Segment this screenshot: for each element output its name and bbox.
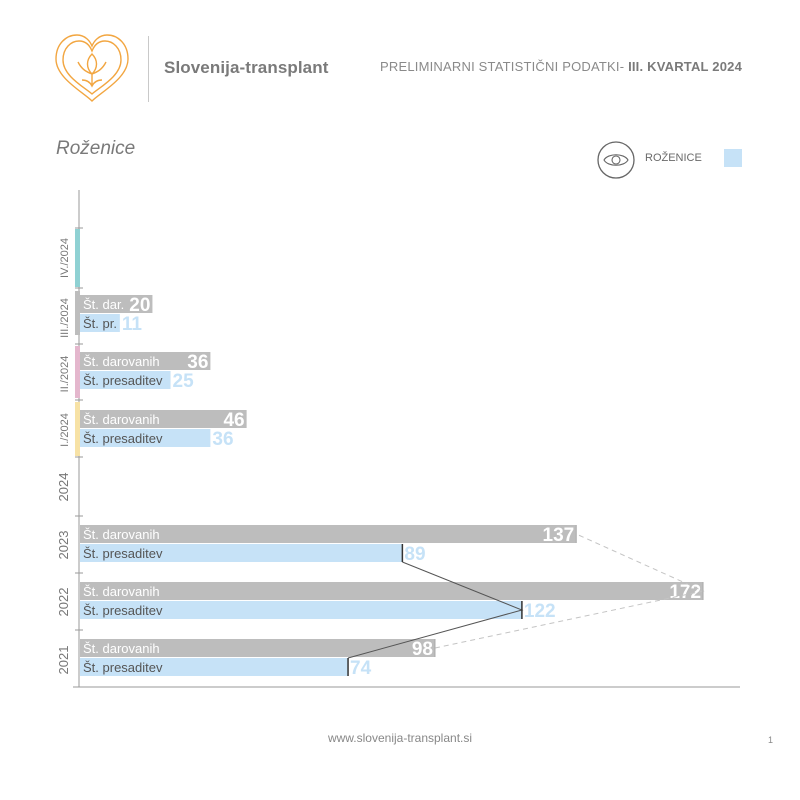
- bar-group: Št. darovanih Št. presaditev 137 89: [80, 525, 577, 565]
- category-tick-label: II./2024: [59, 356, 71, 393]
- bar-transplanted-series-label: Št. presaditev: [83, 431, 163, 446]
- eye-icon: [597, 141, 635, 179]
- logo-heart-inner: [62, 40, 122, 95]
- data-label-transplanted: 74: [350, 658, 372, 679]
- footer-url[interactable]: www.slovenija-transplant.si: [327, 731, 473, 745]
- bar-transplanted: [80, 429, 211, 447]
- logo-flower-petal: [86, 53, 98, 75]
- bar-transplanted-series-label: Št. presaditev: [83, 603, 163, 618]
- bar-group: Št. darovanih Št. presaditev 98 74: [80, 639, 435, 679]
- data-label-donated: 98: [412, 639, 433, 660]
- category-tick-label: 2023: [56, 531, 71, 560]
- logo-flower-stem: [81, 74, 103, 88]
- data-label-donated: 20: [129, 295, 150, 316]
- eye-icon-pupil: [611, 155, 621, 165]
- quarter-strip: [75, 346, 80, 398]
- category-tick-label: 2021: [56, 646, 71, 675]
- bar-transplanted-series-label: Št. presaditev: [83, 546, 163, 561]
- quarter-strip: [75, 291, 80, 335]
- bar-transplanted: [80, 601, 522, 619]
- bar-donated: [80, 582, 704, 600]
- legend-label: ROŽENICE: [645, 152, 702, 164]
- quarter-strip: [75, 229, 80, 287]
- quarter-strip: [75, 402, 80, 456]
- bar-donated-series-label: Št. darovanih: [83, 354, 160, 369]
- eye-icon-lid: [603, 154, 629, 166]
- bar-transplanted-series-label: Št. pr.: [83, 316, 117, 331]
- bar-transplanted: [80, 658, 349, 676]
- bar-donated-series-label: Št. dar.: [83, 297, 124, 312]
- data-label-donated: 137: [543, 525, 575, 546]
- bar-donated: [80, 525, 577, 543]
- data-label-transplanted: 25: [173, 371, 195, 392]
- data-label-donated: 46: [223, 410, 244, 431]
- section-title: Roženice: [56, 138, 136, 159]
- data-label-donated: 36: [187, 352, 208, 373]
- data-label-donated: 172: [669, 582, 701, 603]
- bar-transplanted-series-label: Št. presaditev: [83, 660, 163, 675]
- data-label-transplanted: 11: [122, 314, 143, 335]
- bar-donated: [80, 352, 211, 370]
- bar-donated: [80, 295, 153, 313]
- bar-donated-series-label: Št. darovanih: [83, 641, 160, 656]
- legend-swatch: [724, 149, 742, 167]
- data-label-transplanted: 89: [404, 544, 425, 565]
- category-tick-label: III./2024: [59, 298, 71, 338]
- page-number: 1: [767, 735, 773, 745]
- logo-flower-leaves: [77, 61, 107, 75]
- category-tick-label: 2024: [56, 473, 71, 502]
- category-tick-label: I./2024: [59, 413, 71, 447]
- data-label-transplanted: 122: [524, 601, 556, 622]
- report-title-period: III. KVARTAL 2024: [628, 59, 742, 74]
- bar-transplanted: [80, 314, 120, 332]
- bar-donated-series-label: Št. darovanih: [83, 527, 160, 542]
- logo-heart-outer: [55, 34, 129, 102]
- report-title: PRELIMINARNI STATISTIČNI PODATKI- III. K…: [380, 59, 742, 74]
- bar-transplanted: [80, 544, 403, 562]
- category-tick-label: 2022: [56, 588, 71, 617]
- data-label-transplanted: 36: [212, 429, 233, 450]
- logo: [55, 34, 129, 102]
- category-tick-label: IV./2024: [59, 238, 71, 278]
- bar-donated: [80, 410, 247, 428]
- bar-donated-series-label: Št. darovanih: [83, 584, 160, 599]
- bar-group: Št. darovanih Št. presaditev 172 122: [80, 582, 704, 622]
- report-title-prefix: PRELIMINARNI STATISTIČNI PODATKI-: [380, 59, 629, 74]
- bar-donated: [80, 639, 435, 657]
- brand-name: Slovenija-transplant: [164, 58, 329, 77]
- bar-transplanted-series-label: Št. presaditev: [83, 373, 163, 388]
- bar-donated-series-label: Št. darovanih: [83, 412, 160, 427]
- header-divider: [148, 36, 149, 102]
- bar-transplanted: [80, 371, 171, 389]
